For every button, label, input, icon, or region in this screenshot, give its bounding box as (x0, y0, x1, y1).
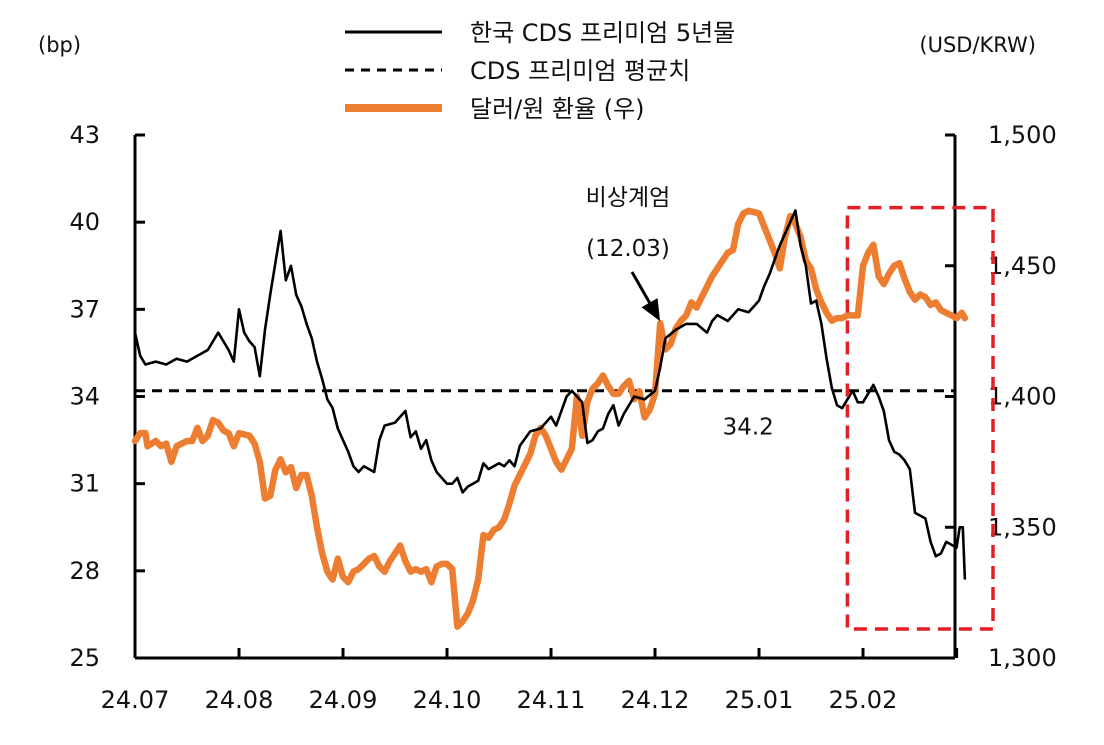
right-tick-label: 1,450 (988, 252, 1057, 280)
legend: 한국 CDS 프리미엄 5년물 CDS 프리미엄 평균치 달러/원 환율 (우) (345, 19, 735, 123)
left-axis-unit: (bp) (38, 33, 81, 57)
legend-label-average: CDS 프리미엄 평균치 (470, 57, 690, 85)
average-label: 34.2 (723, 415, 774, 441)
x-tick-label: 24.11 (517, 686, 586, 714)
left-tick-label: 34 (69, 383, 100, 411)
legend-label-cds: 한국 CDS 프리미엄 5년물 (470, 19, 735, 47)
right-tick-label: 1,500 (988, 121, 1057, 149)
left-tick-label: 43 (69, 121, 100, 149)
annotation-date: (12.03) (586, 236, 670, 262)
x-tick-label: 25.02 (829, 686, 898, 714)
x-tick-label: 24.08 (205, 686, 274, 714)
x-tick-label: 24.07 (101, 686, 170, 714)
x-tick-label: 24.10 (413, 686, 482, 714)
annotation-martial-law: 비상계엄 (586, 185, 671, 211)
right-tick-label: 1,400 (988, 383, 1057, 411)
series-line-krw (131, 207, 969, 630)
left-tick-label: 31 (69, 470, 100, 498)
x-tick-label: 24.12 (621, 686, 690, 714)
annotation-arrow (630, 271, 661, 322)
left-tick-label: 37 (69, 295, 100, 323)
right-axis-ticks: 1,300 1,350 1,400 1,450 1,500 (945, 121, 1057, 672)
series-line-cds (133, 209, 967, 580)
x-tick-label: 24.09 (309, 686, 378, 714)
x-tick-label: 25.01 (725, 686, 794, 714)
legend-label-krw: 달러/원 환율 (우) (470, 95, 645, 123)
left-tick-label: 25 (69, 644, 100, 672)
right-axis-unit: (USD/KRW) (919, 33, 1036, 57)
x-axis-ticks: 24.07 24.08 24.09 24.10 24.11 24.12 25.01 25.02 (101, 648, 959, 714)
left-tick-label: 28 (69, 557, 100, 585)
left-axis-ticks: 25 28 31 34 37 40 43 (69, 121, 145, 672)
right-tick-label: 1,300 (988, 644, 1057, 672)
right-tick-label: 1,350 (988, 513, 1057, 541)
highlight-box (845, 205, 995, 631)
left-tick-label: 40 (69, 208, 100, 236)
